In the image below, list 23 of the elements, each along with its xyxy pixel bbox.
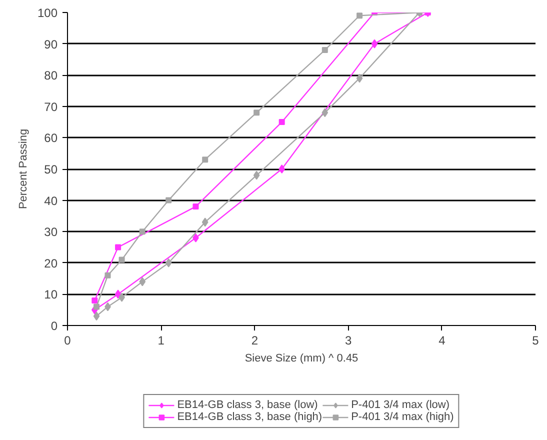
y-tick-label: 10: [44, 288, 58, 302]
x-tick-label: 2: [251, 334, 258, 348]
y-tick-label: 40: [44, 194, 58, 208]
legend-label: P-401 3/4 max (high): [351, 411, 454, 423]
y-tick-label: 0: [50, 319, 58, 333]
y-tick-label: 70: [44, 100, 58, 114]
legend-label: P-401 3/4 max (low): [351, 399, 450, 411]
y-axis-title: Percent Passing: [17, 128, 30, 210]
y-tick-label: 100: [37, 6, 58, 20]
y-tick-label: 90: [44, 37, 58, 52]
x-tick-label: 5: [532, 334, 540, 348]
y-tick-label: 50: [44, 162, 58, 176]
x-tick-label: 0: [64, 334, 72, 348]
y-tick-label: 80: [44, 68, 58, 83]
x-axis-title: Sieve Size (mm) ^ 0.45: [244, 352, 358, 364]
legend-label: EB14-GB class 3, base (high): [177, 411, 322, 423]
y-tick-label: 60: [44, 131, 58, 146]
x-tick-label: 3: [344, 334, 352, 348]
x-tick-label: 4: [438, 334, 446, 348]
y-tick-label: 20: [44, 256, 58, 270]
x-tick-label: 1: [158, 334, 165, 348]
y-tick-label: 30: [44, 225, 58, 240]
legend-label: EB14-GB class 3, base (low): [177, 399, 318, 411]
